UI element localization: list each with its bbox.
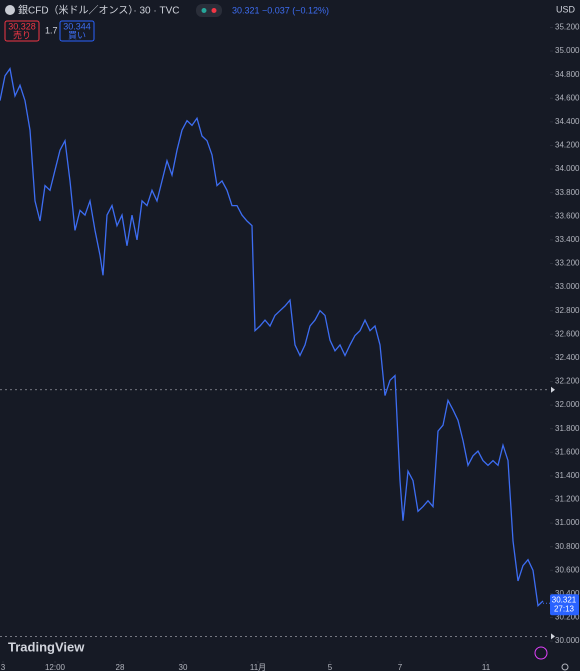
- last-price-label: 30.321: [552, 595, 577, 604]
- y-tick-label: 31.400: [555, 471, 580, 480]
- price-line: [0, 67, 544, 608]
- settings-icon[interactable]: [561, 663, 569, 671]
- last-price-tag: [550, 594, 579, 616]
- y-tick-label: 33.000: [555, 282, 580, 291]
- y-tick-label: 30.200: [555, 613, 580, 622]
- spread: 1.7: [45, 25, 58, 35]
- countdown: 27:13: [554, 604, 575, 613]
- y-tick-label: 32.200: [555, 377, 580, 386]
- sell-price: 30.328: [8, 21, 36, 31]
- x-tick-label: 11: [482, 663, 491, 671]
- y-tick-label: 31.200: [555, 495, 580, 504]
- y-tick-label: 33.400: [555, 235, 580, 244]
- sell-button[interactable]: [4, 20, 40, 42]
- status-pill: [196, 4, 222, 17]
- y-tick-label: 32.000: [555, 400, 580, 409]
- y-tick-label: 30.800: [555, 542, 580, 551]
- y-tick-label: 34.600: [555, 93, 580, 102]
- x-tick-label: 5: [328, 663, 333, 671]
- status-dot: [211, 8, 217, 13]
- buy-label: 買い: [68, 30, 86, 40]
- y-tick-label: 32.800: [555, 306, 580, 315]
- buy-button[interactable]: [59, 20, 95, 42]
- dashed-line-marker: [551, 386, 555, 393]
- sell-label: 売り: [13, 29, 31, 40]
- logo: TradingView: [8, 639, 85, 654]
- last-price: 30.321: [232, 5, 260, 15]
- y-tick-label: 30.400: [555, 589, 580, 598]
- symbol-icon: [5, 5, 15, 15]
- y-tick-label: 34.400: [555, 117, 580, 126]
- y-tick-label: 34.200: [555, 141, 580, 150]
- x-tick-label: 11月: [250, 663, 266, 671]
- x-tick-label: 7: [398, 663, 403, 671]
- price-axis: [550, 0, 580, 671]
- currency[interactable]: USD: [556, 4, 576, 14]
- y-tick-label: 35.000: [555, 46, 580, 55]
- symbol[interactable]: 銀CFD（米ドル／オンス）· 30 · TVC: [18, 4, 179, 17]
- y-tick-label: 34.800: [555, 70, 580, 79]
- buy-price: 30.344: [63, 21, 91, 31]
- y-tick-label: 32.400: [555, 353, 580, 362]
- x-tick-label: 3: [1, 663, 6, 671]
- x-tick-label: 28: [116, 663, 125, 671]
- status-dot: [201, 8, 207, 13]
- y-tick-label: 31.800: [555, 424, 580, 433]
- y-tick-label: 33.800: [555, 188, 580, 197]
- y-tick-label: 32.600: [555, 329, 580, 338]
- y-tick-label: 35.200: [555, 23, 580, 32]
- y-tick-label: 33.200: [555, 259, 580, 268]
- y-tick-label: 31.600: [555, 447, 580, 456]
- alert-icon[interactable]: [534, 646, 548, 660]
- change: −0.037 (−0.12%): [262, 5, 329, 15]
- y-tick-label: 33.600: [555, 211, 580, 220]
- y-tick-label: 30.000: [555, 636, 580, 645]
- dashed-line-marker: [551, 633, 555, 640]
- x-tick-label: 12:00: [45, 663, 66, 671]
- x-tick-label: 30: [179, 663, 188, 671]
- y-tick-label: 34.000: [555, 164, 580, 173]
- y-tick-label: 31.000: [555, 518, 580, 527]
- y-tick-label: 30.600: [555, 565, 580, 574]
